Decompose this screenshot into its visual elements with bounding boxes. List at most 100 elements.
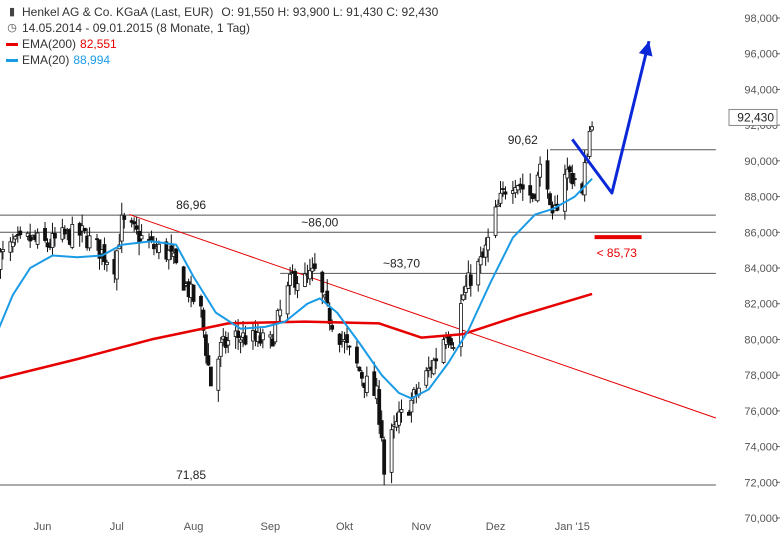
candle-body	[0, 251, 3, 270]
candle-body	[35, 232, 40, 245]
candle-body	[238, 339, 243, 343]
candle-body	[28, 235, 33, 242]
candle-body	[25, 232, 30, 237]
candlestick-icon: ▮	[8, 6, 16, 18]
candle-body	[122, 215, 127, 220]
candle-body	[590, 126, 594, 131]
y-tick-label: 86,000	[744, 227, 778, 239]
candle-body	[463, 285, 468, 293]
level-label: 86,96	[176, 198, 206, 212]
candle-body	[1, 249, 5, 253]
candle-body	[308, 269, 312, 280]
candle-body	[330, 325, 335, 330]
support-label: < 85,73	[597, 246, 638, 260]
candle-body	[199, 295, 203, 307]
candle-body	[204, 334, 208, 356]
x-tick-label: Nov	[412, 521, 432, 533]
candle-body	[327, 307, 332, 324]
candle-body	[449, 338, 453, 346]
candle-body	[320, 271, 325, 293]
candle-body	[132, 221, 137, 225]
x-tick-label: Jul	[110, 521, 124, 533]
candle-body	[243, 335, 248, 345]
candle-body	[424, 370, 429, 386]
y-tick-label: 82,000	[744, 299, 778, 311]
candle-body	[377, 389, 382, 425]
candle-body	[587, 130, 592, 157]
candle-body	[157, 243, 161, 253]
candle-body	[337, 333, 342, 345]
candle-body	[364, 375, 369, 393]
candle-body	[169, 245, 174, 252]
x-tick-label: Okt	[336, 521, 353, 533]
candle-body	[119, 214, 124, 242]
candle-body	[241, 332, 245, 338]
legend-title-row: ▮ Henkel AG & Co. KGaA (Last, EUR) O: 91…	[6, 4, 438, 20]
candle-body	[441, 339, 446, 363]
candle-body	[458, 303, 463, 348]
legend-ema200-row: EMA(200) 82,551	[6, 36, 438, 52]
candle-body	[345, 334, 349, 343]
level-label: 71,85	[176, 468, 206, 482]
candle-body	[496, 204, 500, 207]
chart-legend: ▮ Henkel AG & Co. KGaA (Last, EUR) O: 91…	[6, 4, 438, 68]
ema20-line	[0, 178, 593, 400]
candle-body	[545, 160, 550, 190]
candle-body	[278, 309, 283, 317]
candle-body	[582, 162, 587, 196]
candle-body	[379, 420, 384, 439]
legend-range-row: ◷ 14.05.2014 - 09.01.2015 (8 Monate, 1 T…	[6, 20, 438, 36]
candle-body	[312, 263, 317, 269]
candle-body	[389, 429, 394, 473]
candle-body	[105, 261, 109, 265]
candle-body	[548, 193, 552, 206]
y-tick-label: 70,000	[744, 513, 778, 525]
candle-body	[434, 358, 439, 362]
candle-body	[62, 228, 67, 235]
candle-body	[268, 334, 273, 338]
candle-body	[293, 270, 297, 288]
ema200-line	[0, 292, 593, 380]
legend-ema20-row: EMA(20) 88,994	[6, 52, 438, 68]
y-tick-label: 96,000	[744, 49, 778, 61]
ema200-swatch	[6, 42, 18, 46]
candle-body	[572, 178, 577, 180]
y-tick-label: 74,000	[744, 442, 778, 454]
candle-body	[515, 185, 520, 191]
candle-body	[503, 191, 508, 195]
date-range: 14.05.2014 - 09.01.2015 (8 Monate, 1 Tag…	[22, 21, 250, 35]
x-tick-label: Sep	[261, 521, 281, 533]
level-label: ~83,70	[383, 256, 420, 270]
candle-body	[273, 323, 278, 343]
candle-body	[13, 236, 18, 240]
candle-body	[208, 366, 213, 387]
candle-body	[285, 285, 290, 315]
ema200-label: EMA(200)	[22, 37, 77, 51]
candle-body	[191, 284, 196, 302]
candle-body	[451, 347, 456, 349]
candle-body	[181, 266, 186, 291]
candle-body	[528, 185, 533, 196]
candle-body	[407, 411, 411, 416]
candle-body	[206, 355, 211, 366]
candle-body	[218, 342, 223, 357]
candle-body	[461, 294, 466, 301]
candle-body	[260, 332, 265, 341]
candle-body	[562, 173, 567, 212]
candle-body	[535, 174, 540, 202]
candle-body	[201, 309, 206, 331]
x-tick-label: Jun	[34, 521, 52, 533]
candle-body	[114, 250, 119, 280]
candle-body	[567, 166, 572, 173]
level-label: 90,62	[508, 133, 538, 147]
candle-body	[216, 358, 221, 391]
candle-body	[468, 274, 473, 286]
x-tick-label: Jan '15	[555, 521, 590, 533]
candle-body	[431, 359, 436, 375]
level-label: ~86,00	[301, 215, 338, 229]
candle-body	[10, 241, 15, 248]
candle-body	[325, 290, 330, 304]
candle-body	[310, 267, 315, 272]
y-tick-label: 76,000	[744, 406, 778, 418]
